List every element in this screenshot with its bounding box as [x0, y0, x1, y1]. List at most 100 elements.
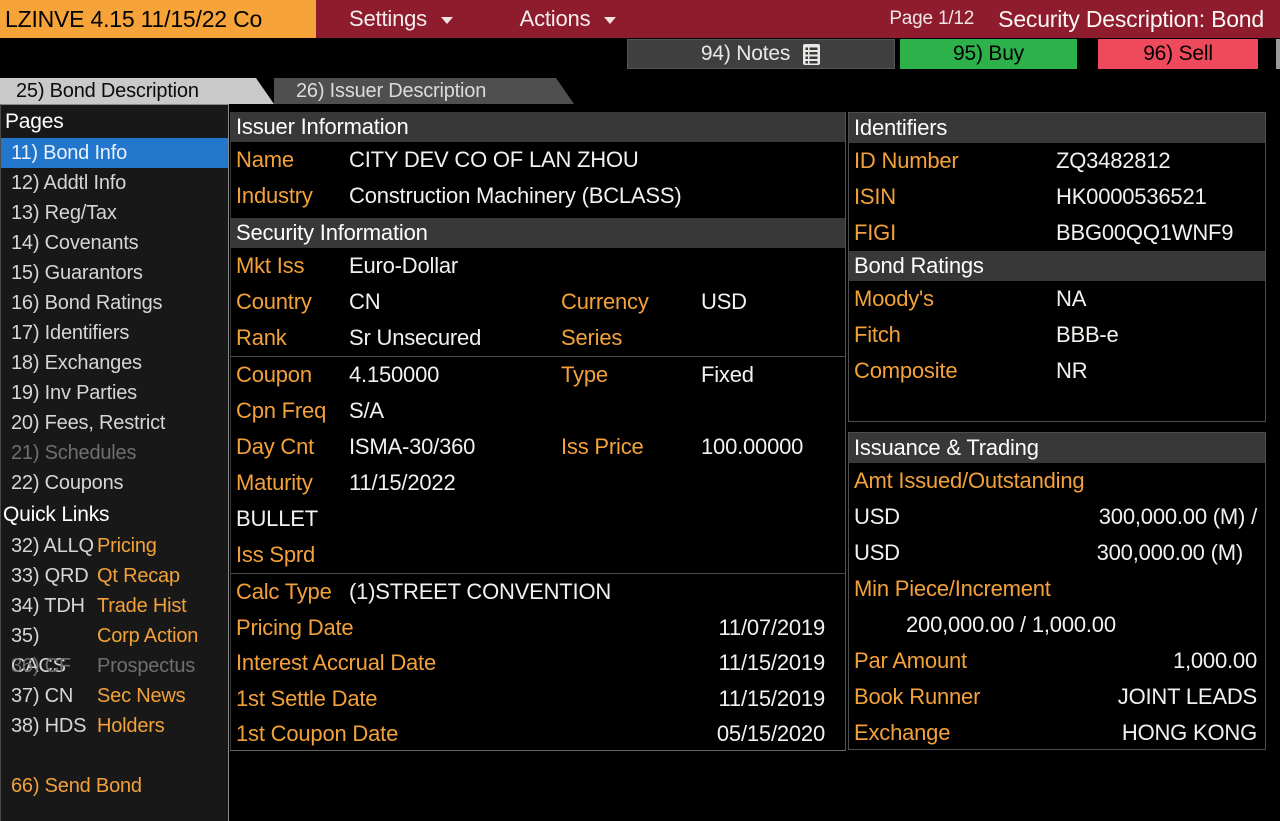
sidebar-item-identifiers[interactable]: 17) Identifiers [11, 322, 130, 344]
field-value: NA [1056, 286, 1087, 311]
field-value: BBG00QQ1WNF9 [1056, 220, 1234, 245]
field-amt-outstanding: USD 300,000.00 (M) [849, 535, 1265, 571]
field-value: CITY DEV CO OF LAN ZHOU [349, 147, 639, 172]
field-amt-issued-outstanding: Amt Issued/Outstanding [849, 463, 1265, 499]
field-label: Par Amount [854, 648, 967, 673]
field-figi: FIGI BBG00QQ1WNF9 [849, 215, 1265, 251]
field-currency: USD [854, 540, 900, 565]
sidebar-item-fees-restrict[interactable]: 20) Fees, Restrict [11, 412, 166, 434]
field-value: ISMA-30/360 [349, 434, 476, 459]
field-value: 11/15/2019 [718, 685, 826, 711]
quick-link-label: Prospectus [97, 655, 196, 677]
quick-link-qrd[interactable]: 33) QRD Qt Recap [1, 561, 228, 591]
quick-link-allq[interactable]: 32) ALLQ Pricing [1, 531, 228, 561]
field-label: FIGI [854, 220, 896, 245]
security-information-header: Security Information [231, 218, 845, 248]
quick-link-cacs[interactable]: 35) CACS Corp Action [1, 621, 228, 677]
field-label: Composite [854, 358, 958, 383]
field-label: Coupon [236, 362, 312, 387]
field-isin: ISIN HK0000536521 [849, 179, 1265, 215]
send-bond-link[interactable]: 66) Send Bond [11, 775, 142, 797]
divider [231, 356, 845, 357]
field-label: Moody's [854, 286, 934, 311]
field-value: 11/15/2022 [349, 470, 456, 495]
quick-link-code: 34) TDH [11, 595, 85, 617]
sidebar-item-covenants[interactable]: 14) Covenants [11, 232, 139, 254]
field-value: Fixed [701, 362, 754, 387]
sidebar-item-schedules: 21) Schedules [11, 442, 137, 464]
issuer-information-header: Issuer Information [231, 112, 845, 142]
field-exchange: Exchange HONG KONG [849, 715, 1265, 751]
sidebar-item-bond-info[interactable]: 11) Bond Info [1, 138, 228, 168]
field-label: Day Cnt [236, 434, 315, 459]
sidebar-item-bond-ratings[interactable]: 16) Bond Ratings [11, 292, 163, 314]
identifiers-ratings-panel: Identifiers ID Number ZQ3482812 ISIN HK0… [848, 112, 1266, 422]
settings-menu-button[interactable]: Settings [319, 0, 483, 38]
sidebar-item-addtl-info[interactable]: 12) Addtl Info [11, 172, 127, 194]
sidebar-item-exchanges[interactable]: 18) Exchanges [11, 352, 142, 374]
field-currency: USD [854, 504, 900, 529]
field-label: Pricing Date [236, 615, 354, 640]
field-pricing-date: Pricing Date 11/07/2019 [231, 610, 845, 645]
field-value: USD [701, 289, 747, 314]
sell-button[interactable]: 96) Sell [1098, 39, 1258, 69]
field-iss-sprd: Iss Sprd [231, 537, 845, 573]
actions-label: Actions [519, 6, 591, 31]
field-value: BULLET [236, 506, 318, 531]
field-fitch: Fitch BBB-e [849, 317, 1265, 353]
field-value: BBB-e [1056, 322, 1119, 347]
field-label: ISIN [854, 184, 896, 209]
field-id-number: ID Number ZQ3482812 [849, 143, 1265, 179]
pages-header: Pages [5, 110, 64, 133]
quick-link-cn[interactable]: 37) CN Sec News [1, 681, 228, 711]
field-value: (1)STREET CONVENTION [349, 579, 612, 604]
quick-link-hds[interactable]: 38) HDS Holders [1, 711, 228, 741]
field-value: 11/15/2019 [718, 650, 826, 676]
field-value: 11/07/2019 [718, 615, 826, 640]
chevron-down-icon [440, 17, 453, 24]
divider [231, 573, 845, 574]
field-min-piece-value: 200,000.00 / 1,000.00 [849, 607, 1265, 643]
field-value: 05/15/2020 [716, 720, 825, 746]
field-label: Name [236, 147, 294, 172]
bond-info-panel: Issuer Information Name CITY DEV CO OF L… [230, 112, 846, 751]
sidebar-item-reg-tax[interactable]: 13) Reg/Tax [11, 202, 117, 224]
field-label: Maturity [236, 470, 313, 495]
notes-label: 94) Notes [700, 42, 791, 65]
quick-link-cf: 36) CF Prospectus [1, 651, 228, 681]
quick-link-label: Sec News [97, 685, 186, 707]
tab-issuer-description[interactable]: 26) Issuer Description [274, 78, 574, 104]
field-label: Exchange [854, 720, 951, 745]
field-value: 300,000.00 (M) [1096, 540, 1244, 565]
field-bullet: BULLET [231, 501, 845, 537]
screen-title: Security Description: Bond [998, 5, 1264, 32]
sidebar-item-coupons[interactable]: 22) Coupons [11, 472, 124, 494]
quick-link-tdh[interactable]: 34) TDH Trade Hist [1, 591, 228, 621]
sidebar-item-inv-parties[interactable]: 19) Inv Parties [11, 382, 137, 404]
field-label: 1st Coupon Date [236, 720, 399, 746]
field-value: Construction Machinery (BCLASS) [349, 183, 682, 208]
field-moodys: Moody's NA [849, 281, 1265, 317]
field-value: 300,000.00 (M) / [1098, 504, 1257, 529]
notes-button[interactable]: 94) Notes [627, 39, 895, 69]
field-mkt-iss: Mkt Iss Euro-Dollar [231, 248, 845, 284]
spacer [900, 535, 1097, 571]
security-ticker-field[interactable]: LZINVE 4.15 11/15/22 Co [0, 0, 316, 38]
field-label: Min Piece/Increment [854, 576, 1051, 601]
scrollbar-stub [1276, 39, 1280, 69]
actions-menu-button[interactable]: Actions [487, 0, 649, 38]
command-bar-right: Page 1/12 Security Description: Bond [652, 0, 1280, 38]
field-coupon-type: Coupon 4.150000 Type Fixed [231, 357, 845, 393]
field-label: Industry [236, 183, 313, 208]
buy-button[interactable]: 95) Buy [900, 39, 1077, 69]
quick-link-code: 38) HDS [11, 715, 87, 737]
settings-label: Settings [349, 6, 427, 31]
quick-link-label: Trade Hist [97, 595, 187, 617]
sidebar-item-guarantors[interactable]: 15) Guarantors [11, 262, 143, 284]
page-indicator: Page 1/12 [889, 8, 975, 29]
field-first-settle-date: 1st Settle Date 11/15/2019 [231, 681, 845, 716]
tab-bond-description[interactable]: 25) Bond Description [0, 78, 274, 104]
quick-link-label: Qt Recap [97, 565, 180, 587]
field-label: Interest Accrual Date [236, 650, 437, 676]
